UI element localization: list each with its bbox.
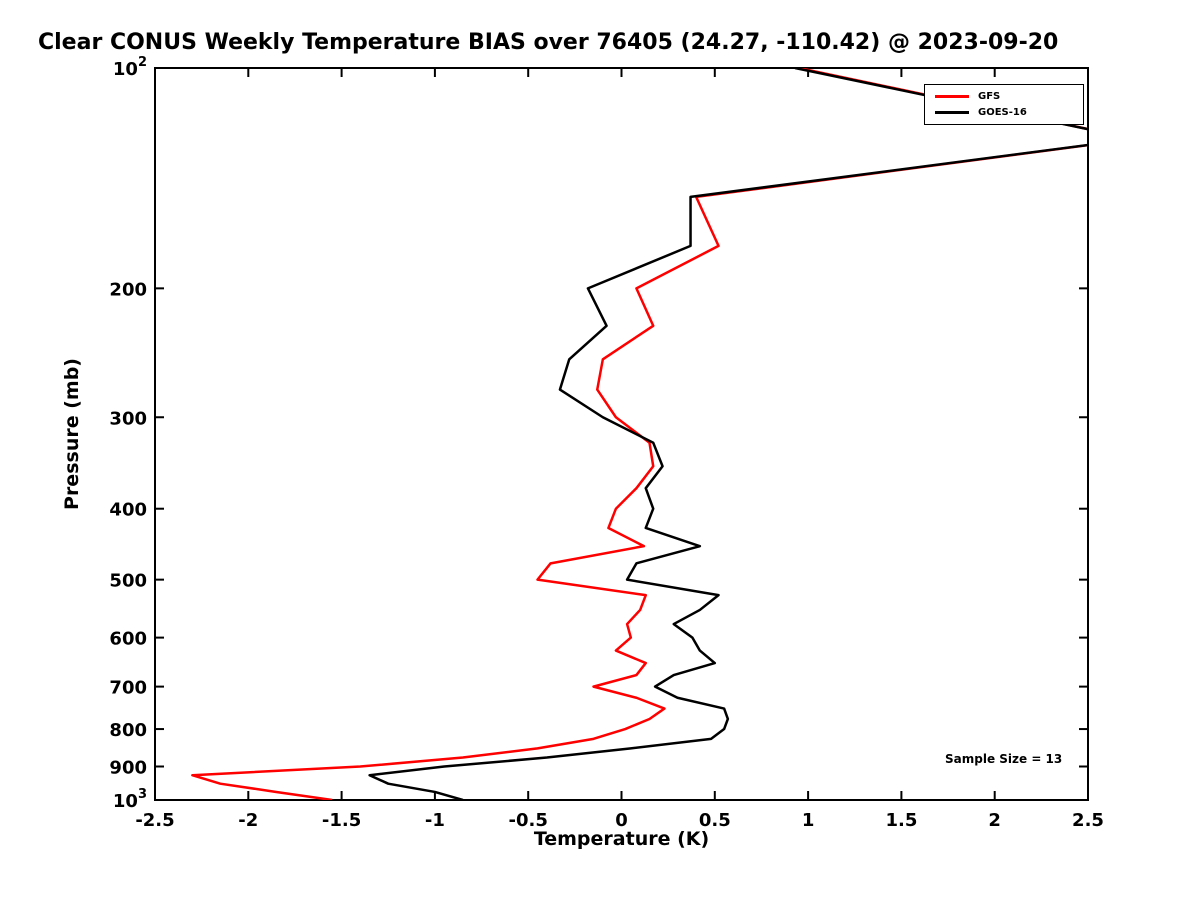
legend: GFS GOES-16 [924, 84, 1084, 125]
y-tick-label: 102 [113, 55, 147, 80]
y-tick-label: 800 [109, 720, 147, 741]
x-tick-label: 0.5 [699, 810, 731, 831]
y-tick-label: 200 [109, 279, 147, 300]
x-tick-label: -2.5 [135, 810, 174, 831]
chart-title: Clear CONUS Weekly Temperature BIAS over… [38, 30, 1059, 55]
y-axis-label: Pressure (mb) [61, 358, 83, 510]
x-tick-label: 1 [802, 810, 815, 831]
sample-size-annotation: Sample Size = 13 [945, 752, 1063, 766]
x-tick-label: 0 [615, 810, 628, 831]
y-tick-label: 300 [109, 408, 147, 429]
legend-label: GFS [978, 91, 1001, 102]
series-goes-16-line [368, 68, 1088, 800]
y-tick-label: 400 [109, 500, 147, 521]
x-tick-label: 2 [988, 810, 1001, 831]
legend-entry-gfs: GFS [935, 90, 1075, 103]
legend-label: GOES-16 [978, 107, 1027, 118]
y-tick-label: 103 [113, 787, 147, 812]
legend-entry-goes-16: GOES-16 [935, 106, 1075, 119]
x-tick-label: -2 [238, 810, 258, 831]
x-tick-label: 2.5 [1072, 810, 1104, 831]
axis-box [154, 67, 1089, 801]
y-tick-label: 900 [109, 758, 147, 779]
y-tick-label: 700 [109, 678, 147, 699]
x-tick-label: -1 [425, 810, 445, 831]
x-tick-label: -0.5 [509, 810, 548, 831]
x-tick-label: -1.5 [322, 810, 361, 831]
x-tick-label: 1.5 [885, 810, 917, 831]
legend-line-swatch [935, 95, 969, 98]
y-tick-label: 500 [109, 571, 147, 592]
y-tick-label: 600 [109, 629, 147, 650]
x-axis-label: Temperature (K) [533, 828, 710, 850]
legend-line-swatch [935, 111, 969, 114]
series-gfs-line [191, 68, 1088, 800]
